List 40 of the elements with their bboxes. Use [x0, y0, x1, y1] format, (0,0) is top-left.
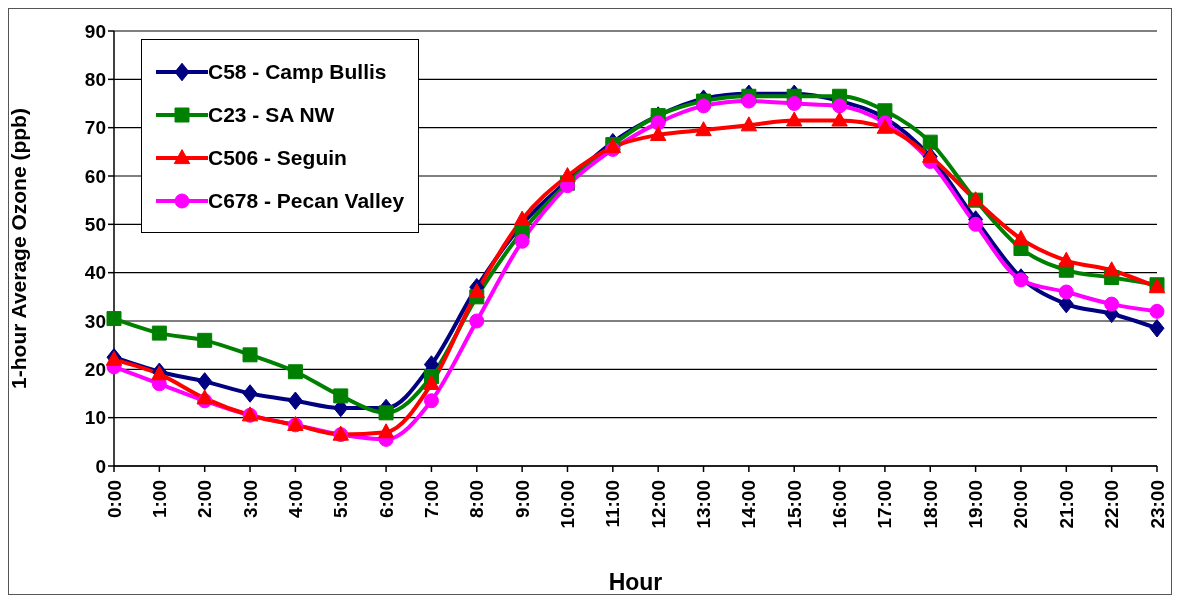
x-tick-label: 10:00	[556, 480, 578, 529]
y-tick-label: 10	[84, 407, 106, 429]
x-tick-label: 21:00	[1055, 480, 1077, 529]
x-tick-label: 19:00	[965, 480, 987, 529]
x-tick-label: 13:00	[693, 480, 715, 529]
x-tick-label: 9:00	[511, 480, 533, 519]
x-tick-label: 18:00	[919, 480, 941, 529]
y-axis-title: 1-hour Average Ozone (ppb)	[7, 108, 31, 389]
x-tick-label: 14:00	[738, 480, 760, 529]
x-tick-label: 11:00	[602, 480, 624, 528]
y-tick-label: 90	[84, 20, 106, 42]
x-tick-label: 2:00	[194, 480, 216, 519]
x-axis-title: Hour	[608, 569, 663, 595]
x-tick-label: 20:00	[1010, 480, 1032, 529]
x-tick-label: 12:00	[647, 480, 669, 529]
y-tick-label: 80	[84, 69, 106, 91]
x-tick-label: 4:00	[284, 480, 306, 519]
x-tick-label: 8:00	[466, 480, 488, 519]
x-tick-label: 15:00	[783, 480, 805, 529]
x-tick-label: 1:00	[148, 480, 170, 519]
y-tick-label: 0	[95, 455, 106, 477]
x-tick-label: 17:00	[874, 480, 896, 529]
legend-label: C58 - Camp Bullis	[208, 59, 387, 84]
legend-label: C23 - SA NW	[208, 102, 335, 127]
y-tick-label: 40	[84, 262, 106, 284]
x-tick-label: 5:00	[330, 480, 352, 519]
x-tick-label: 3:00	[239, 480, 261, 519]
y-tick-label: 50	[84, 214, 106, 236]
x-tick-label: 6:00	[375, 480, 397, 519]
y-tick-label: 30	[84, 310, 106, 332]
x-tick-label: 22:00	[1101, 480, 1123, 529]
y-tick-label: 60	[84, 165, 106, 187]
x-tick-label: 7:00	[420, 480, 442, 519]
y-tick-label: 70	[84, 117, 106, 139]
x-tick-label: 16:00	[829, 480, 851, 529]
legend-label: C506 - Seguin	[208, 145, 347, 170]
y-tick-label: 20	[84, 359, 106, 381]
x-tick-label: 0:00	[103, 480, 125, 519]
x-tick-label: 23:00	[1146, 480, 1168, 529]
legend-label: C678 - Pecan Valley	[208, 188, 405, 213]
